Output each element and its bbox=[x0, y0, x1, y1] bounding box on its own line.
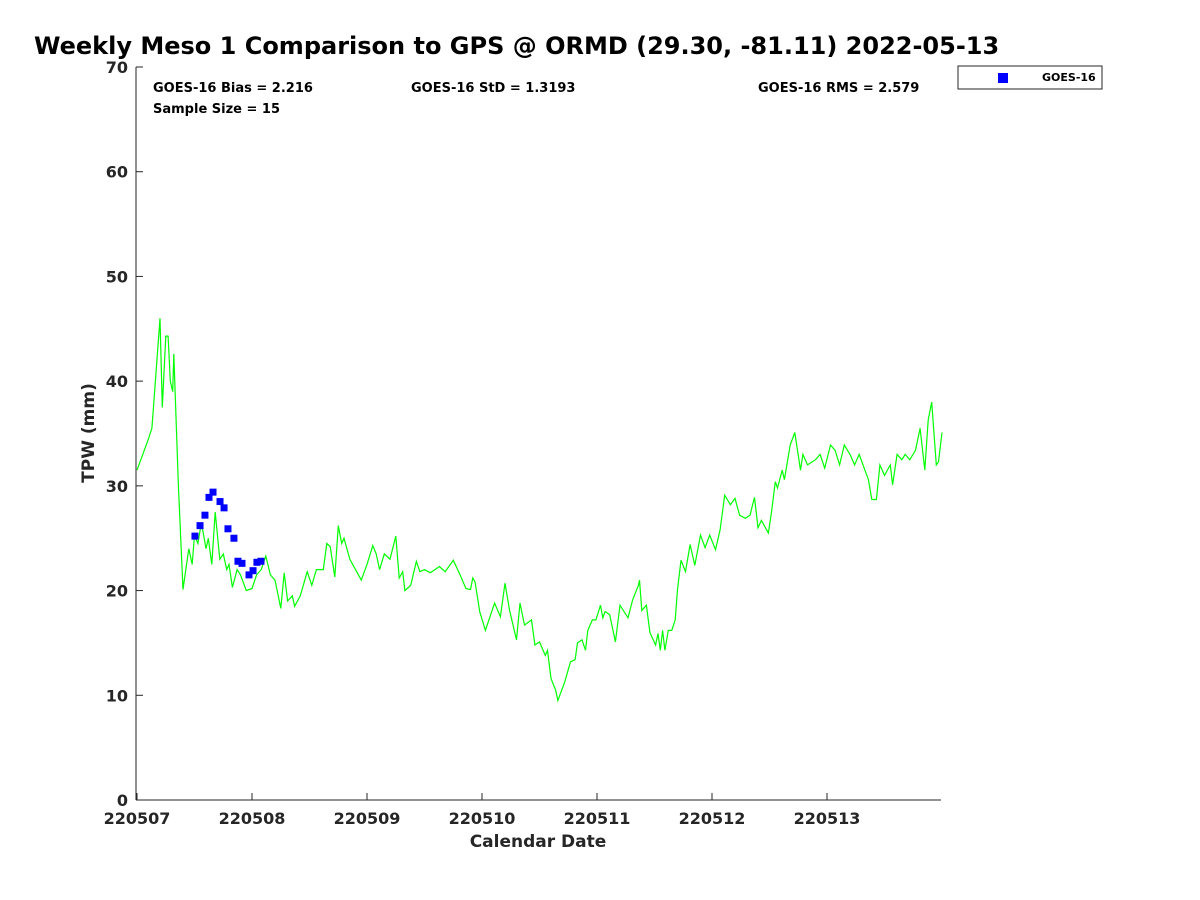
y-tick-label: 40 bbox=[106, 372, 128, 391]
goes16-point bbox=[191, 532, 199, 540]
goes16-point bbox=[196, 522, 204, 530]
goes16-point bbox=[230, 534, 238, 542]
x-tick-label: 220507 bbox=[104, 809, 171, 828]
bias-annotation: GOES-16 Bias = 2.216 bbox=[153, 81, 313, 96]
x-tick-label: 220508 bbox=[219, 809, 286, 828]
y-tick-label: 10 bbox=[106, 686, 128, 705]
legend-label-goes16: GOES-16 bbox=[1042, 71, 1096, 84]
y-tick-label: 50 bbox=[106, 267, 128, 286]
plot-area: 220507 220508 220509 220510 220511 220512 2205… bbox=[104, 58, 943, 828]
legend-box bbox=[957, 65, 1103, 90]
rms-annotation: GOES-16 RMS = 2.579 bbox=[758, 81, 919, 96]
goes16-point bbox=[220, 504, 228, 512]
gps-series-line bbox=[136, 318, 943, 703]
goes16-point bbox=[253, 558, 261, 566]
x-tick-label: 220511 bbox=[564, 809, 631, 828]
y-tick-label: 0 bbox=[117, 791, 128, 810]
goes16-point bbox=[245, 571, 253, 579]
x-tick-label: 220510 bbox=[449, 809, 516, 828]
plot-background bbox=[136, 67, 941, 800]
series-layer bbox=[136, 318, 943, 703]
goes16-point bbox=[216, 498, 224, 506]
goes16-point bbox=[257, 557, 265, 565]
goes16-point bbox=[209, 488, 217, 496]
legend-marker-goes16 bbox=[998, 73, 1008, 83]
goes16-point bbox=[224, 525, 232, 533]
y-tick-label: 20 bbox=[106, 582, 128, 601]
x-tick-label: 220513 bbox=[794, 809, 861, 828]
legend: GOES-16 bbox=[957, 65, 1103, 90]
x-axis-label: Calendar Date bbox=[470, 832, 607, 852]
x-ticks: 220507 220508 220509 220510 220511 220512 2205… bbox=[104, 793, 861, 828]
sample-size-annotation: Sample Size = 15 bbox=[153, 102, 280, 117]
x-tick-label: 220512 bbox=[679, 809, 746, 828]
y-tick-label: 30 bbox=[106, 477, 128, 496]
chart-title: Weekly Meso 1 Comparison to GPS @ ORMD (… bbox=[34, 32, 999, 60]
std-annotation: GOES-16 StD = 1.3193 bbox=[411, 81, 575, 96]
y-ticks: 0 10 20 30 40 50 60 70 bbox=[106, 58, 143, 810]
goes16-point bbox=[238, 559, 246, 567]
y-axis-label: TPW (mm) bbox=[79, 383, 99, 483]
goes16-point bbox=[201, 511, 209, 519]
goes16-point bbox=[249, 567, 257, 575]
y-tick-label: 60 bbox=[106, 163, 128, 182]
goes16-point bbox=[205, 493, 213, 501]
x-tick-label: 220509 bbox=[334, 809, 401, 828]
y-tick-label: 70 bbox=[106, 58, 128, 77]
goes16-point bbox=[234, 557, 242, 565]
